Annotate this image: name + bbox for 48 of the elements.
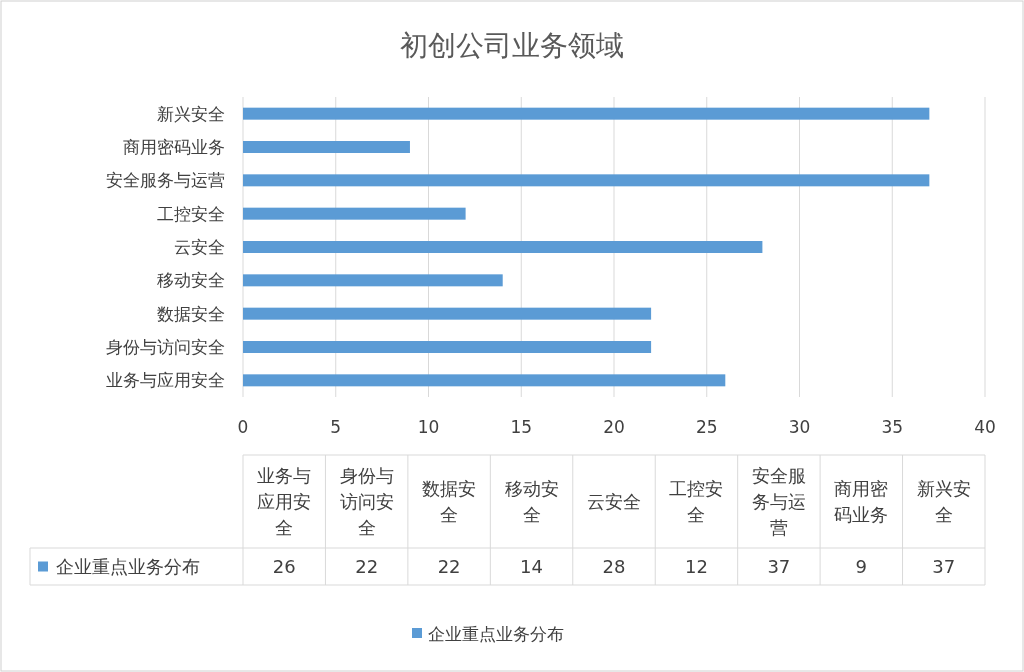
x-tick-label: 10: [417, 417, 440, 437]
bar: [243, 141, 410, 153]
x-tick-label: 5: [330, 417, 342, 437]
category-label: 工控安全: [669, 477, 724, 525]
y-tick-label: 安全服务与运营: [106, 170, 225, 191]
y-tick-label: 数据安全: [157, 303, 225, 324]
category-label: 商用密码业务: [834, 477, 889, 525]
y-tick-label: 新兴安全: [157, 103, 225, 124]
category-label: 云安全: [587, 490, 641, 512]
y-tick-label: 工控安全: [157, 203, 225, 224]
bar: [243, 174, 930, 187]
chart-title: 初创公司业务领域: [400, 29, 624, 62]
x-tick-label: 30: [788, 417, 811, 437]
bar: [243, 241, 763, 253]
category-label: 新兴安全: [916, 477, 971, 525]
x-tick-label: 40: [974, 417, 996, 437]
x-tick-label: 25: [695, 417, 718, 437]
x-tick-label: 20: [603, 417, 625, 437]
data-label: 22: [437, 555, 461, 577]
data-label: 9: [855, 555, 868, 577]
legend-label: 企业重点业务分布: [56, 555, 200, 577]
bar: [243, 207, 466, 220]
category-label: 业务与应用安全: [257, 464, 312, 538]
bar: [243, 341, 652, 353]
y-tick-label: 商用密码业务: [123, 137, 225, 157]
x-tick-label: 0: [237, 417, 249, 437]
category-label: 移动安全: [504, 477, 559, 525]
bar: [243, 374, 726, 387]
x-tick-label: 35: [881, 417, 904, 437]
category-label: 数据安全: [422, 477, 477, 525]
bar: [243, 107, 930, 120]
y-tick-label: 移动安全: [157, 270, 225, 291]
data-label: 37: [932, 555, 956, 577]
bar: [243, 274, 503, 287]
y-tick-label: 云安全: [174, 237, 225, 257]
legend: 企业重点业务分布: [412, 624, 564, 644]
data-label: 37: [767, 555, 791, 577]
data-label: 12: [684, 555, 708, 577]
bar: [243, 307, 652, 320]
category-label: 身份与访问安全: [339, 464, 394, 538]
data-label: 14: [520, 555, 544, 577]
data-label: 26: [272, 555, 296, 577]
category-label: 安全服务与运营: [751, 464, 806, 538]
y-tick-label: 身份与访问安全: [106, 337, 225, 357]
y-tick-label: 业务与应用安全: [106, 370, 225, 391]
x-tick-label: 15: [510, 417, 533, 437]
data-label: 22: [355, 555, 379, 577]
data-label: 28: [602, 555, 626, 577]
